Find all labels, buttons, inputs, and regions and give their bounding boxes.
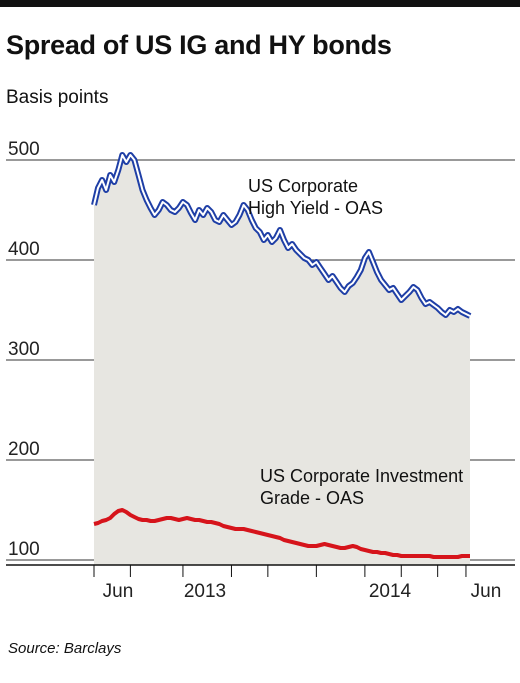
high-yield-label: High Yield - OAS <box>248 198 383 218</box>
investment-grade-label: US Corporate Investment <box>260 466 463 486</box>
line-chart: 100 200 300 400 500 Jun 2013 2014 Jun US Corpor… <box>6 139 515 602</box>
source-note: Source: Barclays <box>8 640 122 657</box>
high-yield-area <box>94 155 470 565</box>
top-rule <box>0 0 520 7</box>
chart-title: Spread of US IG and HY bonds <box>6 30 392 60</box>
y-tick-label: 200 <box>8 439 40 460</box>
x-tick-label: Jun <box>471 581 502 602</box>
y-axis-unit-label: Basis points <box>6 87 109 108</box>
y-tick-labels: 100 200 300 400 500 <box>8 139 40 560</box>
x-tick-label: 2013 <box>184 581 226 602</box>
high-yield-label: US Corporate <box>248 176 358 196</box>
series-layer <box>91 152 472 559</box>
y-tick-label: 400 <box>8 239 40 260</box>
x-axis-ticks: Jun 2013 2014 Jun <box>6 564 515 602</box>
high-yield-line-inner <box>93 154 471 317</box>
y-tick-label: 300 <box>8 339 40 360</box>
y-tick-label: 500 <box>8 139 40 160</box>
x-tick-label: 2014 <box>369 581 412 602</box>
x-tick-label: Jun <box>103 581 134 602</box>
investment-grade-label: Grade - OAS <box>260 488 364 508</box>
y-tick-label: 100 <box>8 539 40 560</box>
area-layer <box>94 155 470 565</box>
investment-grade-line <box>93 508 470 559</box>
